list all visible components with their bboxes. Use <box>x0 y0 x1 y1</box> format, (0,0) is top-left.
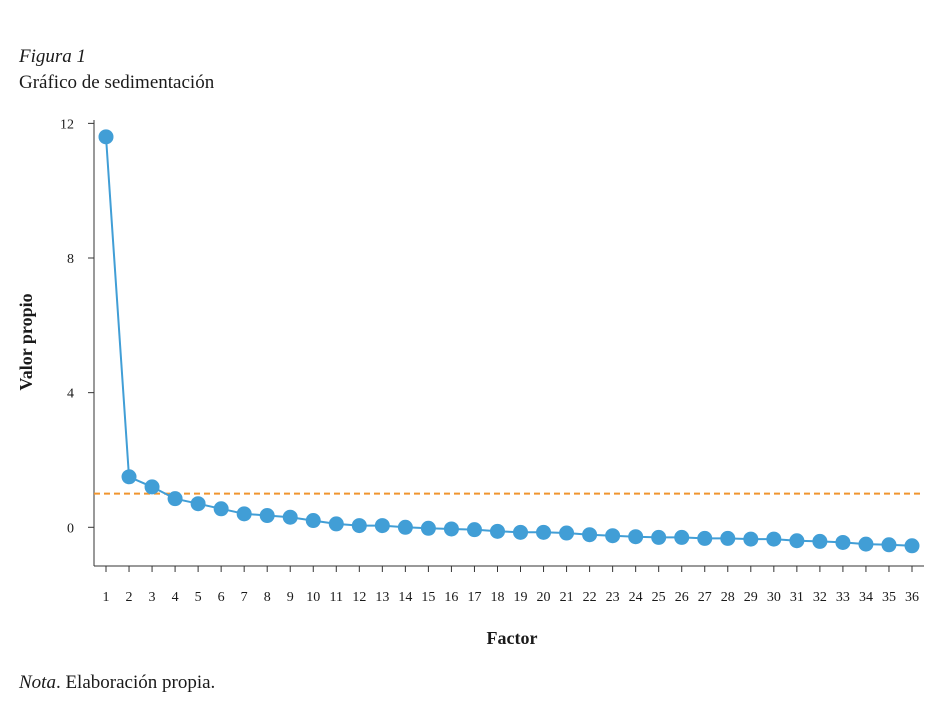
data-point <box>766 531 782 547</box>
x-tick-label: 9 <box>287 590 294 605</box>
x-axis-title: Factor <box>487 628 538 648</box>
data-point <box>628 529 644 545</box>
x-tick-label: 26 <box>675 590 689 605</box>
x-tick-label: 18 <box>490 590 504 605</box>
x-tick-label: 22 <box>583 590 597 605</box>
figure-label: Figura 1 <box>19 46 87 67</box>
data-point <box>605 528 621 544</box>
x-tick-label: 24 <box>629 590 643 605</box>
x-tick-label: 12 <box>352 590 366 605</box>
data-point <box>466 522 482 538</box>
x-ticks: 1 2 3 4 5 6 7 8 9 10 11 12 13 14 15 16 17 18 19 20 21 22 23 24 2… <box>103 566 919 605</box>
data-point <box>513 524 529 540</box>
x-tick-label: 4 <box>172 590 179 605</box>
x-tick-label: 20 <box>537 590 551 605</box>
x-tick-label: 23 <box>606 590 620 605</box>
data-point <box>651 529 667 545</box>
data-point <box>904 538 920 554</box>
x-tick-label: 28 <box>721 590 735 605</box>
x-tick-label: 25 <box>652 590 666 605</box>
x-tick-label: 35 <box>882 590 896 605</box>
data-point <box>351 518 367 534</box>
x-tick-label: 13 <box>375 590 389 605</box>
data-point <box>881 537 897 553</box>
note-label: Nota <box>19 672 56 693</box>
x-tick-label: 21 <box>560 590 574 605</box>
x-tick-label: 17 <box>467 590 481 605</box>
x-tick-label: 6 <box>218 590 225 605</box>
data-point <box>697 530 713 546</box>
data-point <box>835 534 851 550</box>
data-point <box>536 524 552 540</box>
x-tick-label: 7 <box>241 590 248 605</box>
data-point <box>98 129 114 145</box>
axes <box>93 120 924 567</box>
x-tick-label: 30 <box>767 590 781 605</box>
x-tick-label: 3 <box>149 590 156 605</box>
x-tick-label: 33 <box>836 590 850 605</box>
series-eigenvalues <box>98 129 920 554</box>
x-tick-label: 32 <box>813 590 827 605</box>
data-point <box>213 501 229 517</box>
data-point <box>559 525 575 541</box>
x-tick-label: 19 <box>514 590 528 605</box>
x-tick-label: 34 <box>859 590 873 605</box>
data-point <box>743 531 759 547</box>
x-tick-label: 15 <box>421 590 435 605</box>
data-point <box>121 469 137 485</box>
x-tick-label: 2 <box>126 590 133 605</box>
data-point <box>812 533 828 549</box>
x-tick-label: 8 <box>264 590 271 605</box>
data-point <box>236 506 252 522</box>
note-text: . Elaboración propia. <box>55 672 216 693</box>
x-tick-label: 36 <box>905 590 919 605</box>
figure-title: Gráfico de sedimentación <box>19 72 215 93</box>
y-tick-label: 12 <box>60 117 74 132</box>
data-point <box>305 513 321 529</box>
series-line <box>105 136 913 547</box>
y-tick-label: 8 <box>67 252 74 267</box>
data-point <box>420 520 436 536</box>
data-point <box>328 516 344 532</box>
y-ticks: 0 4 8 12 <box>60 117 94 536</box>
data-point <box>789 533 805 549</box>
x-tick-label: 11 <box>330 590 343 605</box>
x-tick-label: 14 <box>398 590 412 605</box>
data-point <box>190 496 206 512</box>
x-tick-label: 16 <box>444 590 458 605</box>
data-point <box>374 518 390 534</box>
x-tick-label: 31 <box>790 590 804 605</box>
data-point <box>167 491 183 507</box>
x-tick-label: 5 <box>195 590 202 605</box>
figure-note: Nota. Elaboración propia. <box>19 672 215 694</box>
x-tick-label: 29 <box>744 590 758 605</box>
data-point <box>582 527 598 543</box>
data-point <box>858 536 874 552</box>
data-point <box>720 530 736 546</box>
data-point <box>443 521 459 537</box>
data-point <box>674 529 690 545</box>
data-point <box>397 519 413 535</box>
data-point <box>489 523 505 539</box>
y-tick-label: 0 <box>67 521 74 536</box>
x-tick-label: 1 <box>103 590 110 605</box>
y-axis-title: Valor propio <box>16 293 36 390</box>
x-tick-label: 27 <box>698 590 712 605</box>
x-tick-label: 10 <box>306 590 320 605</box>
data-point <box>282 509 298 525</box>
data-point <box>259 508 275 524</box>
y-tick-label: 4 <box>67 387 74 402</box>
data-point <box>144 479 160 495</box>
